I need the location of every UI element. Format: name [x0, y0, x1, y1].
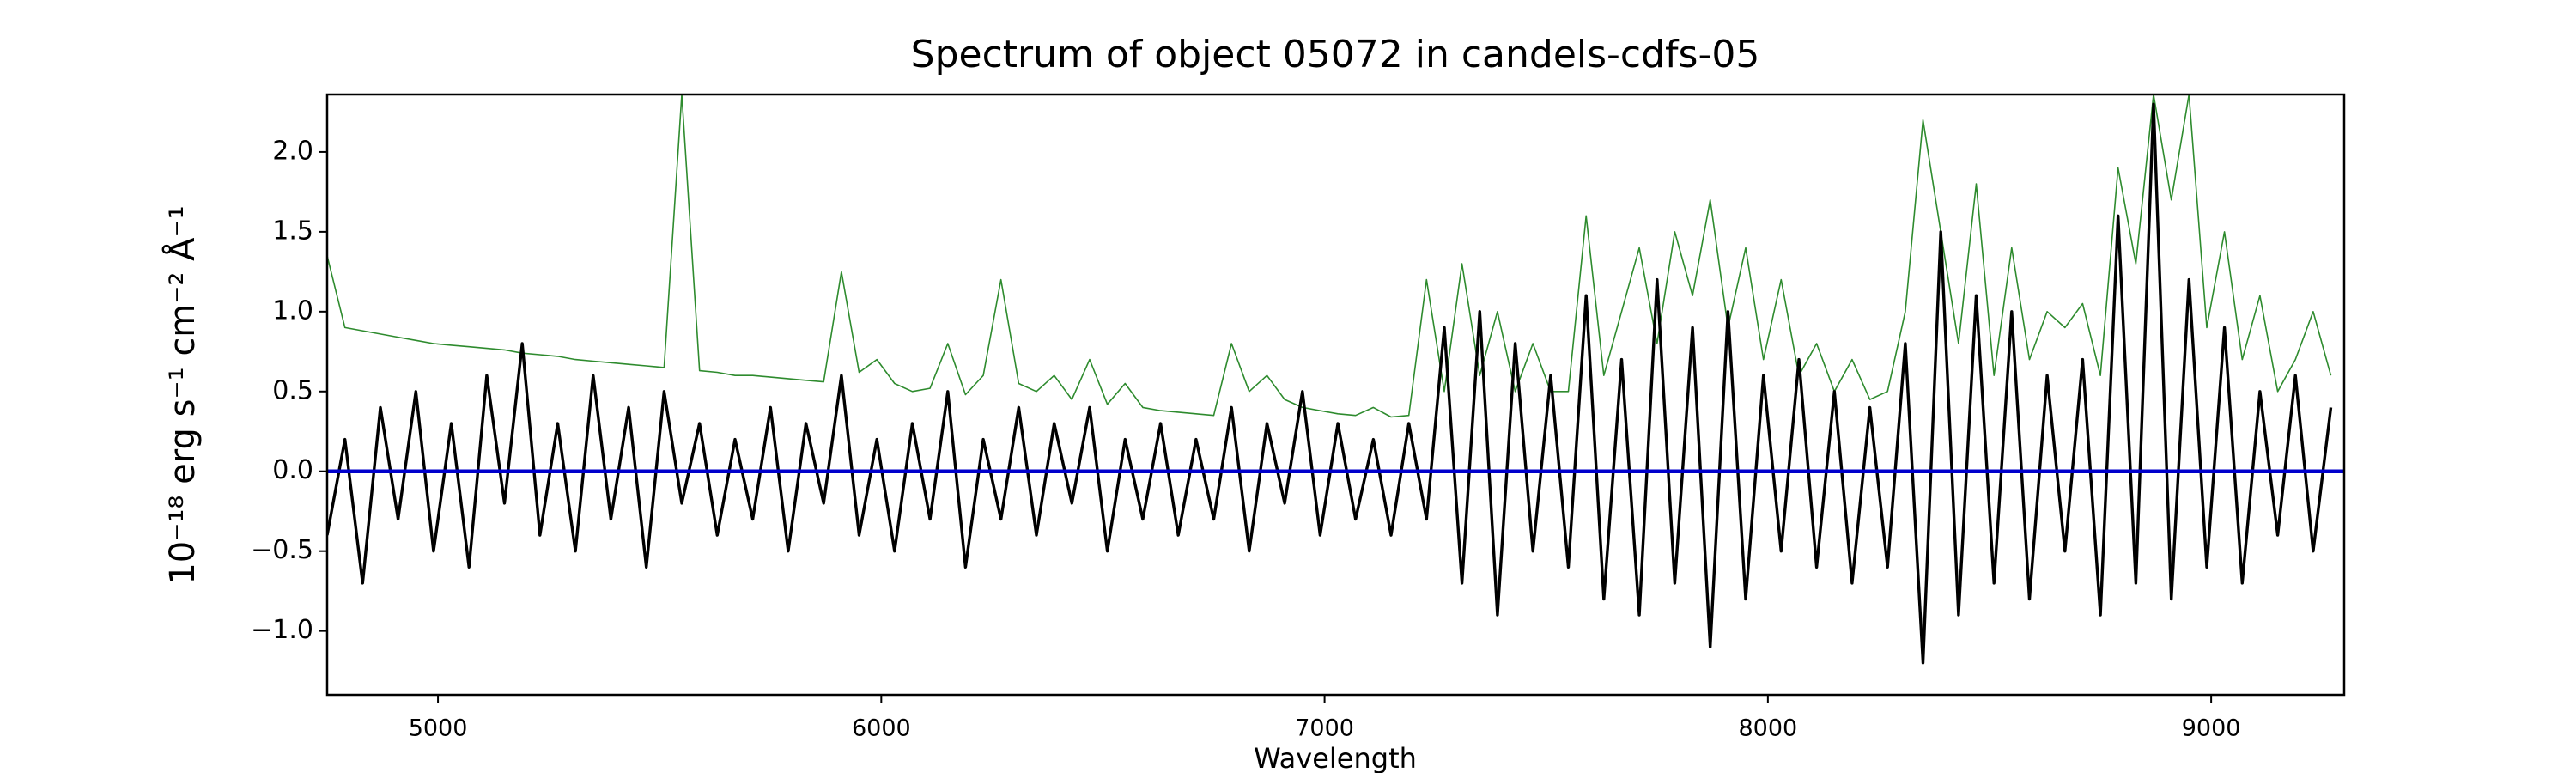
chart-title: Spectrum of object 05072 in candels-cdfs…: [911, 33, 1760, 76]
x-axis-label: Wavelength: [1254, 742, 1417, 773]
x-tick-label: 9000: [2182, 715, 2241, 742]
plot-frame: [325, 93, 2346, 697]
x-tick-label: 7000: [1295, 715, 1354, 742]
y-tick-label: 0.0: [272, 455, 313, 485]
y-tick-label: 2.0: [272, 136, 313, 166]
line-flux: [327, 102, 2333, 665]
y-axis-label: 10⁻¹⁸ erg s⁻¹ cm⁻² Å⁻¹: [161, 205, 203, 584]
y-tick-label: 1.0: [272, 295, 313, 326]
x-tick-label: 6000: [852, 715, 911, 742]
x-tick-label: 5000: [409, 715, 468, 742]
y-tick-label: 1.5: [272, 216, 313, 246]
y-tick-label: 0.5: [272, 375, 313, 405]
y-tick-label: −0.5: [251, 535, 313, 565]
plot-lines: [327, 94, 2344, 665]
y-tick-label: −1.0: [251, 615, 313, 645]
line-error: [327, 94, 2332, 418]
x-tick-label: 8000: [1738, 715, 1797, 742]
